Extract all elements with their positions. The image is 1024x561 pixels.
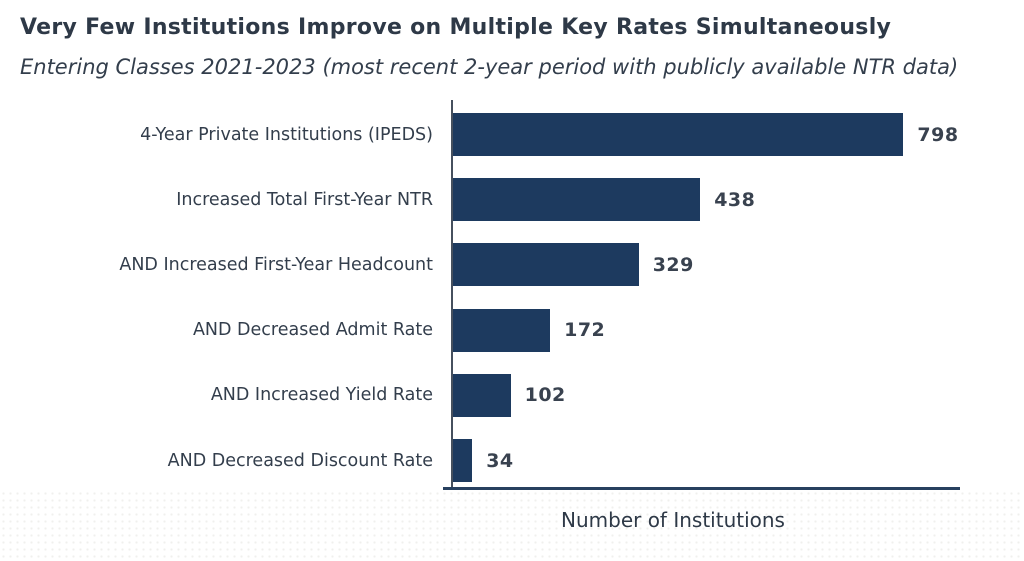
value-label: 438 — [714, 188, 756, 211]
bar — [453, 243, 639, 287]
x-axis-line — [443, 487, 960, 490]
bar-row: AND Increased First-Year Headcount 329 — [0, 243, 1024, 287]
value-label: 34 — [486, 449, 514, 472]
category-label: AND Decreased Admit Rate — [192, 320, 433, 341]
category-label: AND Decreased Discount Rate — [167, 450, 433, 471]
y-axis-line — [451, 100, 453, 489]
chart-subtitle: Entering Classes 2021-2023 (most recent … — [20, 55, 959, 79]
value-label: 102 — [524, 384, 566, 407]
value-label: 329 — [652, 253, 694, 276]
bar-row: AND Increased Yield Rate 102 — [0, 373, 1024, 417]
category-label: 4-Year Private Institutions (IPEDS) — [140, 124, 433, 145]
bar — [453, 439, 473, 482]
category-label: AND Increased Yield Rate — [210, 385, 433, 406]
bar — [453, 178, 701, 222]
value-label: 172 — [564, 319, 606, 342]
dot-texture — [0, 490, 1024, 561]
bar-row: AND Decreased Admit Rate 172 — [0, 308, 1024, 352]
bar-row: AND Decreased Discount Rate 34 — [0, 439, 1024, 482]
bar — [453, 308, 551, 352]
bar-row: 4-Year Private Institutions (IPEDS) 798 — [0, 113, 1024, 156]
x-axis-label: Number of Institutions — [561, 508, 785, 532]
bar-row: Increased Total First-Year NTR 438 — [0, 178, 1024, 222]
value-label: 798 — [917, 123, 959, 146]
chart-title: Very Few Institutions Improve on Multipl… — [20, 15, 892, 40]
category-label: AND Increased First-Year Headcount — [119, 254, 433, 275]
bar — [453, 113, 904, 156]
category-label: Increased Total First-Year NTR — [176, 189, 433, 210]
bar — [453, 373, 511, 417]
